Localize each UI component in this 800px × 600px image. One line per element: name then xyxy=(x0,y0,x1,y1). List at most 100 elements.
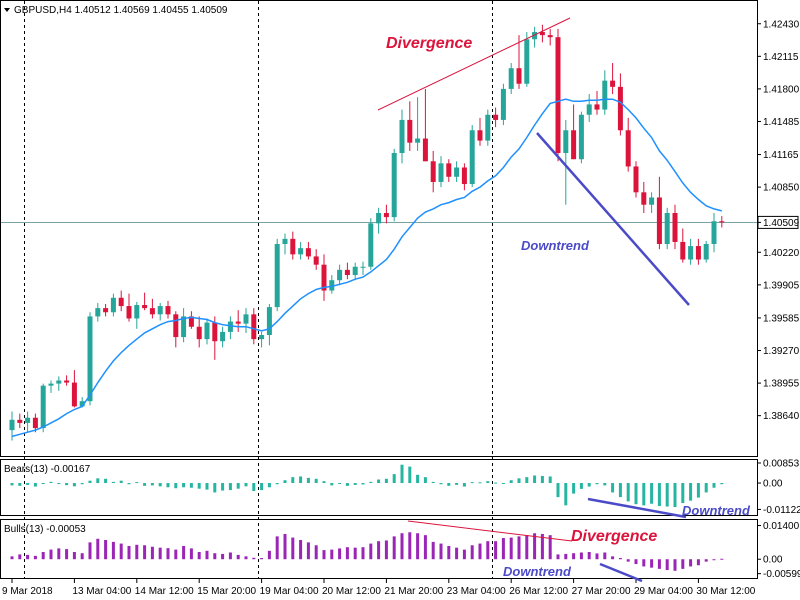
candle-body xyxy=(555,37,561,154)
time-tick-label: 15 Mar 20:00 xyxy=(197,586,256,597)
bears-bar xyxy=(720,483,724,485)
bulls-bar xyxy=(548,535,552,560)
price-tick-label: 1.42115 xyxy=(763,52,799,63)
candle-body xyxy=(64,380,70,383)
candle xyxy=(64,375,70,386)
candle-body xyxy=(118,297,124,307)
candle xyxy=(438,156,444,188)
time-tick-label: 30 Mar 12:00 xyxy=(696,586,755,597)
candle xyxy=(649,192,655,213)
candle-body xyxy=(399,119,405,154)
candle-body xyxy=(87,316,93,402)
bears-bar xyxy=(400,464,404,484)
candle xyxy=(173,311,179,348)
candle xyxy=(321,254,327,301)
bulls-bar xyxy=(603,552,607,560)
bears-bar xyxy=(533,475,537,484)
dropdown-triangle-icon[interactable] xyxy=(4,8,10,12)
candle xyxy=(313,249,319,270)
candle xyxy=(157,302,163,321)
candle-body xyxy=(274,244,280,308)
candle xyxy=(578,111,584,164)
bulls-bar xyxy=(174,549,178,560)
bulls-bar xyxy=(314,545,318,560)
bears-bar xyxy=(150,483,154,486)
candle-body xyxy=(32,417,38,429)
bears-bar xyxy=(572,483,576,494)
candle-body xyxy=(422,138,428,162)
bears-bar xyxy=(65,483,69,486)
candle xyxy=(181,308,187,343)
bulls-bar xyxy=(525,535,529,560)
candle xyxy=(407,101,413,151)
candle-body xyxy=(134,305,140,319)
candle-body xyxy=(142,305,148,309)
bears-bar xyxy=(447,483,451,486)
bears-bar xyxy=(689,483,693,501)
time-tick-label: 29 Mar 04:00 xyxy=(634,586,693,597)
bears-bar xyxy=(260,483,264,491)
bulls-bar xyxy=(283,533,287,560)
candle xyxy=(25,411,31,433)
bulls-bar xyxy=(228,552,232,560)
candle-body xyxy=(688,246,694,260)
bears-bar xyxy=(595,483,599,485)
moving-average-series xyxy=(11,98,722,438)
candle-body xyxy=(103,308,109,313)
candle xyxy=(493,107,499,128)
candle xyxy=(539,24,545,43)
bears-bar xyxy=(462,483,466,487)
bulls-bar xyxy=(478,543,482,560)
candle-body xyxy=(329,280,335,291)
bulls-bar xyxy=(213,553,217,560)
candle xyxy=(126,293,132,322)
moving-average-line xyxy=(11,98,722,438)
candle-body xyxy=(266,307,272,336)
bears-bar xyxy=(517,478,521,484)
candle-body xyxy=(391,153,397,218)
bears-bar xyxy=(509,480,513,484)
candle xyxy=(641,181,647,213)
time-tick-label: 27 Mar 20:00 xyxy=(572,586,631,597)
candle-body xyxy=(181,316,187,338)
candle-body xyxy=(617,86,623,131)
bears-bar xyxy=(478,482,482,484)
candle xyxy=(220,326,226,348)
bears-bar xyxy=(603,483,607,486)
candle xyxy=(680,228,686,263)
bears-bar xyxy=(143,483,147,486)
bulls-bar xyxy=(189,548,193,560)
bulls-tick-label: 0.00 xyxy=(763,555,783,566)
bulls-bar xyxy=(556,554,560,560)
bulls-bar xyxy=(166,548,170,560)
bears-bar xyxy=(244,483,248,487)
bears-tick-label: 0.00853 xyxy=(763,458,800,469)
candle xyxy=(118,290,124,312)
current-price-tag: 1.40509 xyxy=(763,218,800,229)
candle-body xyxy=(586,104,592,115)
candle xyxy=(719,216,725,228)
candle-body xyxy=(157,306,163,315)
candle xyxy=(251,308,257,345)
candle-body xyxy=(227,321,233,332)
candle xyxy=(672,204,678,250)
bears-bar xyxy=(72,483,76,487)
bears-bar xyxy=(353,483,357,485)
bulls-bar xyxy=(501,538,505,560)
candle xyxy=(703,240,709,263)
divergence-trendline-price xyxy=(377,17,571,111)
bulls-bar xyxy=(626,559,630,562)
candle xyxy=(259,331,265,348)
candle-body xyxy=(672,212,678,242)
candle-body xyxy=(407,119,413,143)
candle-body xyxy=(48,383,54,386)
bulls-bar xyxy=(642,559,646,567)
candle xyxy=(235,310,241,332)
bears-bar xyxy=(369,481,373,484)
candle xyxy=(625,117,631,172)
bears-bar xyxy=(587,483,591,487)
bulls-bar xyxy=(10,556,14,560)
bulls-bar xyxy=(416,533,420,560)
